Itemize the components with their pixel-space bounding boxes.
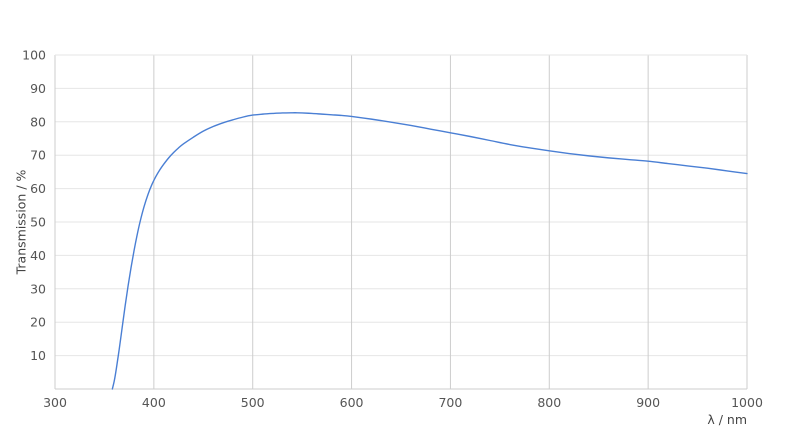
y-tick-label: 30 [30, 281, 46, 296]
y-tick-label: 20 [30, 315, 46, 330]
y-tick-label: 40 [30, 248, 46, 263]
y-tick-label: 60 [30, 181, 46, 196]
x-tick-label: 1000 [731, 395, 763, 410]
y-tick-label: 50 [30, 215, 46, 230]
y-tick-label: 100 [22, 48, 46, 63]
x-tick-label: 500 [241, 395, 265, 410]
x-tick-label: 600 [340, 395, 364, 410]
transmission-curve [111, 112, 748, 390]
x-tick-label: 300 [43, 395, 67, 410]
y-axis-title: Transmission / % [14, 169, 29, 275]
horizontal-gridlines [55, 54, 747, 357]
y-axis-tick-labels: 10 20 30 40 50 60 70 80 90 100 [22, 48, 46, 364]
y-tick-label: 10 [30, 348, 46, 363]
x-axis-title: λ / nm [707, 412, 747, 427]
x-axis-tick-labels: 300 400 500 600 700 800 900 1000 [43, 395, 763, 410]
y-tick-label: 80 [30, 114, 46, 129]
x-tick-label: 700 [438, 395, 462, 410]
y-tick-label: 90 [30, 81, 46, 96]
x-tick-label: 800 [537, 395, 561, 410]
x-tick-label: 400 [142, 395, 166, 410]
x-tick-label: 900 [636, 395, 660, 410]
y-tick-label: 70 [30, 148, 46, 163]
